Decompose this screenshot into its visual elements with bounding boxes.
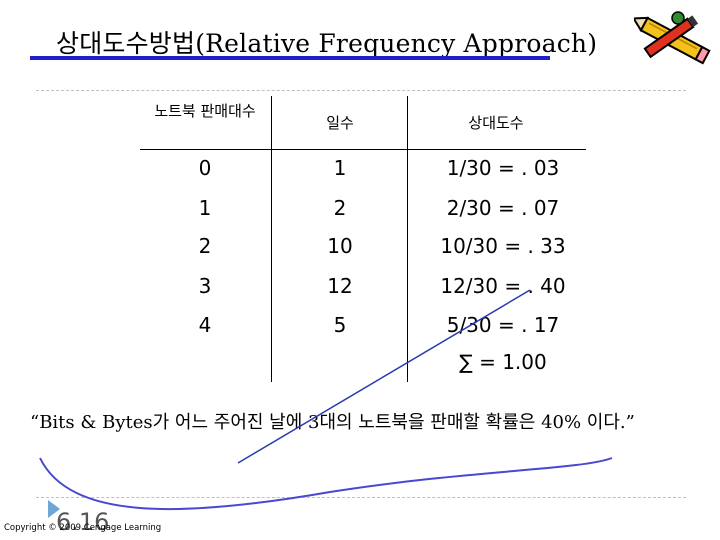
top-divider [36,90,686,91]
header-laptops-sold: 노트북 판매대수 [154,102,256,120]
page-number: 6.16 [56,508,110,536]
total-sum: ∑ = 1.00 [459,350,547,374]
table-cell: 2/30 = . 07 [446,196,560,220]
table-cell: 5/30 = . 17 [446,313,560,337]
column-divider-2 [407,96,408,382]
table-cell: 10 [327,234,353,258]
slide-title: 상대도수방법(Relative Frequency Approach) [56,29,598,58]
table-cell: 5 [333,313,347,337]
table-cell: 2 [198,234,212,258]
copyright-notice: Copyright © 2009 Cengage Learning [4,523,162,533]
table-cell: 1 [333,156,347,180]
header-separator [140,149,586,150]
table-cell: 4 [198,313,212,337]
header-relative-frequency: 상대도수 [468,114,524,132]
table-cell: 1 [198,196,212,220]
header-days: 일수 [326,114,354,132]
table-cell: 1/30 = . 03 [446,156,560,180]
table-cell: 2 [333,196,347,220]
table-cell: 0 [198,156,212,180]
triangle-bullet-icon [48,500,60,518]
table-cell: 12 [327,274,353,298]
pencil-icon [634,11,711,65]
table-cell: 12/30 = . 40 [440,274,566,298]
probability-quote: “Bits & Bytes가 어느 주어진 날에 3대의 노트북을 판매할 확률… [30,412,635,433]
table-cell: 10/30 = . 33 [440,234,566,258]
title-underline [30,56,550,60]
table-cell: 3 [198,274,212,298]
column-divider-1 [271,96,272,382]
